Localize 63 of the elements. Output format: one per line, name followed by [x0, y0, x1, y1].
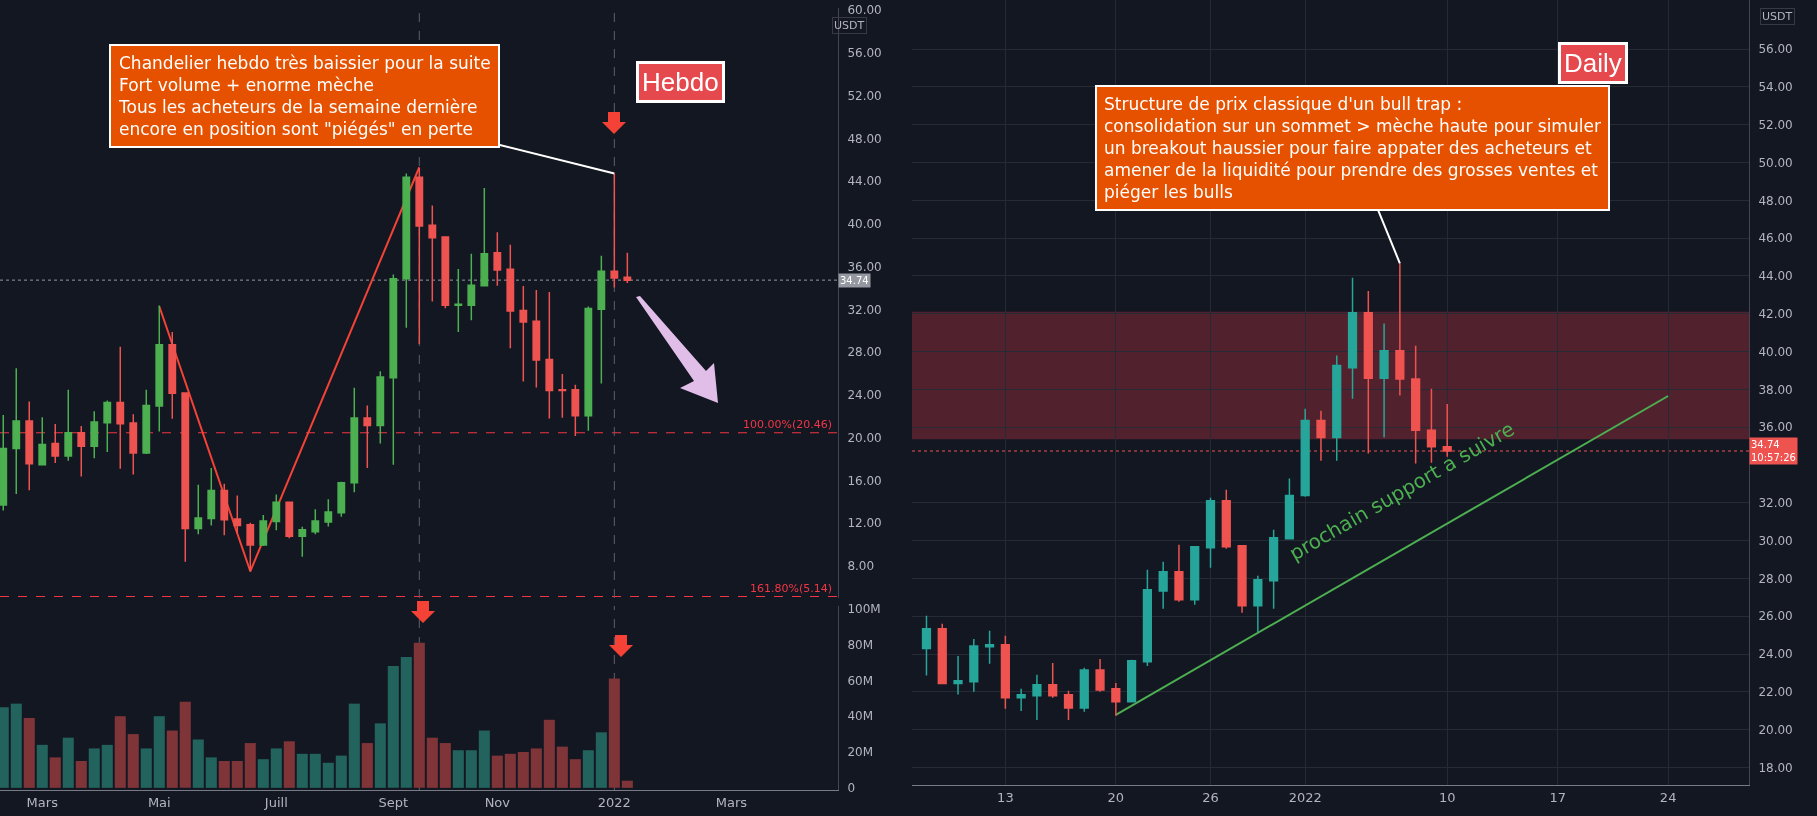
y-tick-label: 16.00: [847, 473, 882, 488]
y-tick-label: 54.00: [1758, 80, 1793, 95]
y-tick-label: 20M: [847, 745, 874, 760]
y-tick-label: 44.00: [847, 174, 882, 189]
x-tick-label: 10: [1438, 789, 1456, 805]
y-tick-label: 80M: [847, 637, 874, 652]
text: USDT: [1762, 10, 1793, 23]
y-tick-label: 100M: [847, 601, 881, 616]
x-tick-label: 17: [1549, 789, 1566, 805]
annotation: Hebdo: [642, 67, 719, 97]
y-tick-label: 24.00: [847, 388, 882, 403]
y-tick-label: 40.00: [1758, 344, 1793, 359]
y-tick-label: 12.00: [847, 516, 882, 531]
y-tick-label: 60M: [847, 673, 874, 688]
y-tick-label: 40.00: [847, 217, 882, 232]
y-tick-label: 60.00: [847, 3, 882, 18]
y-tick-label: 48.00: [847, 131, 882, 146]
y-tick-label: 20.00: [1758, 722, 1793, 737]
x-tick-label: 26: [1202, 789, 1219, 805]
x-tick-label: 24: [1659, 789, 1677, 805]
y-tick-label: 0: [847, 781, 856, 796]
y-tick-label: 36.00: [847, 259, 882, 274]
ref-line-label: 100.00%(20.46): [743, 418, 833, 431]
annotation: Daily: [1564, 48, 1622, 78]
x-tick-label: Sept: [378, 794, 409, 810]
x-tick-label: 2022: [597, 794, 631, 810]
y-tick-label: 52.00: [847, 88, 882, 103]
x-tick-label: Mai: [147, 794, 171, 810]
x-tick-label: Nov: [484, 794, 511, 810]
x-tick-label: Mars: [715, 794, 748, 810]
annotation: Chandelier hebdo très baissier pour la suite Fort volume + enorme mèche Tous les acheteurs de la semaine dernière encore en position sont "piégés" en perte: [118, 53, 491, 140]
x-tick-label: 13: [997, 789, 1014, 805]
y-tick-label: 44.00: [1758, 269, 1793, 284]
y-tick-label: 38.00: [1758, 382, 1793, 397]
x-tick-label: 20: [1107, 789, 1125, 805]
y-tick-label: 56.00: [847, 46, 882, 61]
y-tick-label: 28.00: [1758, 571, 1793, 586]
x-tick-label: Mars: [26, 794, 59, 810]
ref-line-label: 34.74: [840, 275, 869, 286]
y-tick-label: 56.00: [1758, 42, 1793, 57]
y-tick-label: 36.00: [1758, 420, 1793, 435]
y-tick-label: 50.00: [1758, 155, 1793, 170]
y-tick-label: 24.00: [1758, 647, 1793, 662]
y-tick-label: 8.00: [847, 559, 875, 574]
y-tick-label: 42.00: [1758, 306, 1793, 321]
y-tick-label: 18.00: [1758, 760, 1793, 775]
annotation: USDT: [834, 19, 865, 32]
x-tick-label: Juill: [263, 794, 288, 810]
y-tick-label: 46.00: [1758, 231, 1793, 246]
y-tick-label: 30.00: [1758, 533, 1793, 548]
y-tick-label: 40M: [847, 709, 874, 724]
y-tick-label: 32.00: [1758, 495, 1793, 510]
annotation: Structure de prix classique d'un bull trap : consolidation sur un sommet > mèche haute pour simuler un breakout haussier pour faire appater des acheteurs et amener de la liquidité pour prendre des grosses ventes et piéger les bulls: [1104, 94, 1601, 203]
y-tick-label: 32.00: [847, 302, 882, 317]
ref-line-label: 161.80%(5.14): [750, 582, 833, 595]
y-tick-label: 22.00: [1758, 685, 1793, 700]
y-tick-label: 26.00: [1758, 609, 1793, 624]
y-tick-label: 20.00: [847, 430, 882, 445]
x-tick-label: 2022: [1288, 789, 1322, 805]
ref-line-label: 34.74 10:57:26: [1751, 439, 1796, 463]
y-tick-label: 28.00: [847, 345, 882, 360]
y-tick-label: 52.00: [1758, 117, 1793, 132]
y-tick-label: 48.00: [1758, 193, 1793, 208]
